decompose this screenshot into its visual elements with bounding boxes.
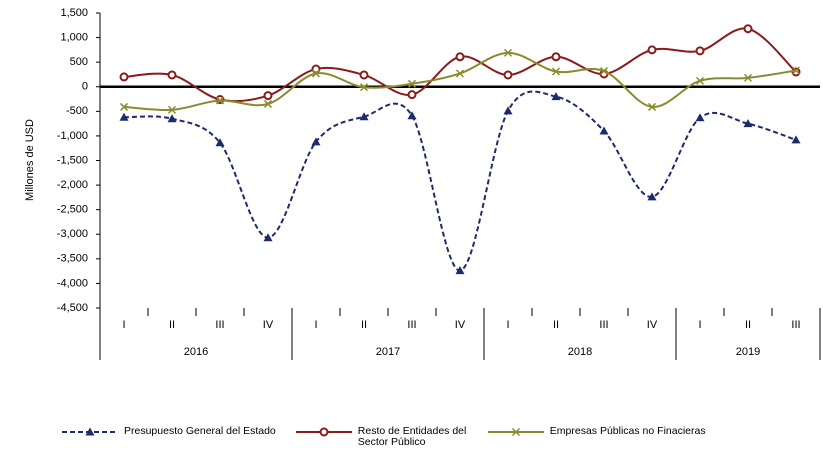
chart: Millones de USD 1,500 1,000 500 0 -500 -1,000… <box>24 7 821 360</box>
marker <box>167 105 177 114</box>
marker <box>599 126 609 135</box>
marker <box>551 67 561 76</box>
legend-entry: Presupuesto General del Estado <box>60 426 276 438</box>
marker <box>503 70 513 80</box>
x-tick-label: II <box>553 319 559 331</box>
legend-swatch <box>487 427 544 437</box>
marker <box>455 266 465 275</box>
marker <box>215 138 225 147</box>
marker <box>407 79 417 88</box>
x-tick-label: III <box>407 319 416 331</box>
group-label: 2019 <box>736 346 760 358</box>
x-tick-label: I <box>506 319 509 331</box>
series-line <box>123 90 797 272</box>
y-tick-label: -4,500 <box>57 302 88 314</box>
y-tick-label: -3,500 <box>57 253 88 265</box>
x-tick-label: III <box>791 319 800 331</box>
y-tick-label: -1,500 <box>57 154 88 166</box>
x-tick-label: II <box>361 319 367 331</box>
legend-label: Empresas Públicas no Finacieras <box>549 425 706 437</box>
y-tick-label: -3,000 <box>57 228 88 240</box>
marker <box>359 83 369 92</box>
legend-swatch <box>295 427 352 437</box>
marker <box>407 111 417 120</box>
x-tick-label: III <box>599 319 608 331</box>
marker <box>263 99 273 108</box>
marker <box>695 46 705 56</box>
x-tick-label: II <box>169 319 175 331</box>
marker <box>119 102 129 111</box>
series-line <box>123 51 797 112</box>
series-line <box>123 27 797 103</box>
marker <box>455 52 465 62</box>
marker <box>503 48 513 57</box>
marker <box>263 91 273 101</box>
marker <box>359 70 369 80</box>
group-label: 2018 <box>568 346 592 358</box>
y-axis-label: Millones de USD <box>24 119 36 201</box>
marker <box>743 24 753 34</box>
y-tick-label: -1,000 <box>57 130 88 142</box>
y-tick-label: -2,000 <box>57 179 88 191</box>
legend-label: Presupuesto General del Estado <box>124 425 276 437</box>
y-tick-label: -500 <box>66 105 88 117</box>
marker <box>85 427 95 436</box>
marker <box>311 69 321 78</box>
y-tick-label: 1,000 <box>60 31 88 43</box>
marker <box>215 96 225 105</box>
marker <box>167 114 177 123</box>
y-tick-label: 1,500 <box>60 7 88 19</box>
marker <box>167 70 177 80</box>
group-label: 2017 <box>376 346 400 358</box>
y-tick-label: 0 <box>82 81 88 93</box>
x-tick-label: III <box>215 319 224 331</box>
marker <box>647 102 657 111</box>
marker <box>455 69 465 78</box>
x-tick-label: IV <box>263 319 274 331</box>
legend-swatch <box>62 427 118 436</box>
x-tick-label: I <box>122 319 125 331</box>
marker <box>119 72 129 82</box>
legend-entry: Empresas Públicas no Finacieras <box>486 426 706 438</box>
x-tick-label: IV <box>455 319 466 331</box>
marker <box>743 119 753 128</box>
marker <box>407 90 417 100</box>
marker <box>319 427 329 437</box>
marker <box>511 427 520 437</box>
marker <box>647 192 657 201</box>
marker <box>119 112 129 121</box>
marker <box>311 137 321 146</box>
marker <box>359 112 369 121</box>
group-label: 2016 <box>184 346 208 358</box>
x-tick-label: II <box>745 319 751 331</box>
marker <box>743 73 753 82</box>
x-tick-label: IV <box>647 319 658 331</box>
marker <box>263 233 273 242</box>
legend-label: Resto de Entidades del Sector Público <box>357 425 467 448</box>
marker <box>695 113 705 122</box>
marker <box>551 52 561 62</box>
y-tick-label: -2,500 <box>57 204 88 216</box>
marker <box>503 106 513 115</box>
x-tick-label: I <box>314 319 317 331</box>
marker <box>791 66 801 75</box>
marker <box>695 76 705 85</box>
marker <box>647 45 657 55</box>
y-tick-label: 500 <box>70 56 88 68</box>
marker <box>551 92 561 101</box>
marker <box>791 135 801 144</box>
marker <box>599 66 609 76</box>
y-tick-label: -4,000 <box>57 277 88 289</box>
legend: Presupuesto General del Estado Resto de E… <box>60 426 800 448</box>
x-tick-label: I <box>698 319 701 331</box>
legend-entry: Resto de Entidades del Sector Público <box>294 426 468 448</box>
